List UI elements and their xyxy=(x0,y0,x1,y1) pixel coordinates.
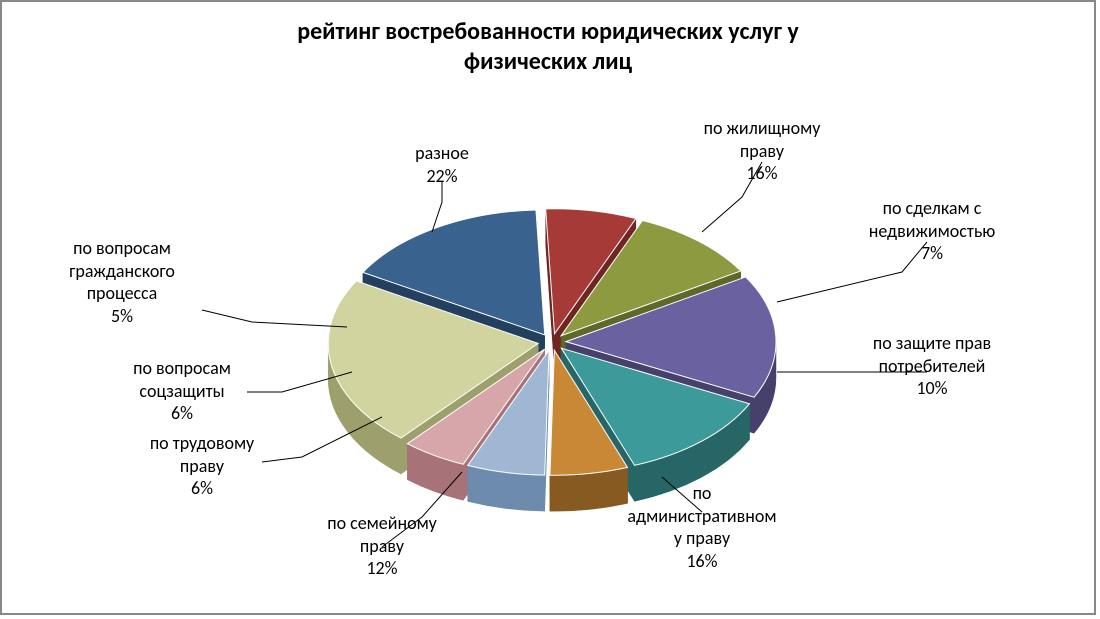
slice-label: по вопросам соцзащиты 6% xyxy=(62,357,302,425)
slice-label: по жилищному праву 16% xyxy=(642,117,882,185)
slice-label: разное 22% xyxy=(322,142,562,187)
slice-label: по вопросам гражданского процесса 5% xyxy=(2,237,242,327)
slice-label: по защите прав потребителей 10% xyxy=(812,332,1052,400)
slice-label: по семейному праву 12% xyxy=(262,512,502,580)
slice-label: по административном у праву 16% xyxy=(582,482,822,572)
leader-line xyxy=(432,182,442,232)
slice-label: по трудовому праву 6% xyxy=(82,432,322,500)
slice-label: по сделкам с недвижимостью 7% xyxy=(812,197,1052,265)
chart-frame: рейтинг востребованности юридических усл… xyxy=(0,0,1096,615)
